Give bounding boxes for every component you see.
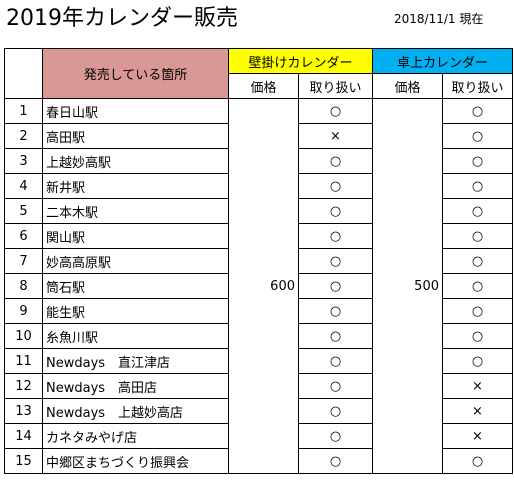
location-name: カネタみやげ店 [42,423,229,449]
row-number: 5 [4,198,43,224]
header-desk-calendar: 卓上カレンダー [372,48,513,74]
row-number: 12 [4,373,43,399]
wall-handling-mark: ○ [298,173,373,199]
row-number: 15 [4,448,43,474]
row-number: 14 [4,423,43,449]
header-wall-handling: 取り扱い [298,73,373,99]
wall-handling-mark: ○ [298,348,373,374]
desk-handling-mark: ○ [442,323,513,349]
location-name: 能生駅 [42,298,229,324]
table-row: 2 高田駅 × ○ [4,123,513,149]
header-desk-handling: 取り扱い [442,73,513,99]
desk-handling-mark: ○ [442,248,513,274]
wall-handling-mark: ○ [298,148,373,174]
desk-handling-mark: ○ [442,273,513,299]
desk-handling-mark: ○ [442,223,513,249]
wall-handling-mark: ○ [298,373,373,399]
header-number-cell [4,48,43,99]
location-name: 妙高高原駅 [42,248,229,274]
table-row: 1 春日山駅 600 ○ 500 ○ [4,98,513,474]
wall-handling-mark: ○ [298,248,373,274]
header-row-2: 価格 取り扱い 価格 取り扱い [5,73,513,99]
table-row: 6 関山駅 ○ ○ [4,223,513,249]
location-name: 中郷区まちづくり振興会 [42,448,229,474]
row-number: 4 [4,173,43,199]
desk-handling-mark: × [442,423,513,449]
wall-handling-mark: × [298,123,373,149]
wall-handling-mark: ○ [298,398,373,424]
header-desk-price: 価格 [372,73,443,99]
header-row-1: 発売している箇所 壁掛けカレンダー 卓上カレンダー [4,48,513,99]
table-row: 15 中郷区まちづくり振興会 ○ ○ [4,448,513,474]
row-number: 10 [4,323,43,349]
row-number: 8 [4,273,43,299]
location-name: 二本木駅 [42,198,229,224]
row-number: 1 [4,98,43,124]
wall-handling-mark: ○ [298,298,373,324]
wall-handling-mark: ○ [298,273,373,299]
header-place: 発売している箇所 [42,48,229,99]
location-name: 筒石駅 [42,273,229,299]
table-row: 4 新井駅 ○ ○ [4,173,513,199]
location-name: 関山駅 [42,223,229,249]
wall-handling-mark: ○ [298,448,373,474]
table-row: 5 二本木駅 ○ ○ [4,198,513,224]
row-number: 6 [4,223,43,249]
row-number: 7 [4,248,43,274]
header-wall-price: 価格 [228,73,299,99]
as-of-date: 2018/11/1 現在 [394,12,484,26]
table-row: 13 Newdays 上越妙高店 ○ × [4,398,513,424]
location-name: 新井駅 [42,173,229,199]
table-row: 7 妙高高原駅 ○ ○ [4,248,513,274]
desk-handling-mark: ○ [442,98,513,124]
wall-handling-mark: ○ [298,98,373,124]
table-row: 8 筒石駅 ○ ○ [4,273,513,299]
wall-handling-mark: ○ [298,198,373,224]
wall-price: 600 [228,98,299,474]
table-row: 11 Newdays 直江津店 ○ ○ [4,348,513,374]
row-number: 9 [4,298,43,324]
location-name: 上越妙高駅 [42,148,229,174]
location-name: Newdays 上越妙高店 [42,398,229,424]
desk-handling-mark: ○ [442,123,513,149]
row-number: 2 [4,123,43,149]
row-number: 13 [4,398,43,424]
desk-handling-mark: ○ [442,298,513,324]
location-name: 糸魚川駅 [42,323,229,349]
desk-handling-mark: ○ [442,448,513,474]
desk-price: 500 [372,98,443,474]
page-title: 2019年カレンダー販売 [6,6,238,31]
location-name: 春日山駅 [42,98,229,124]
sales-table: 発売している箇所 壁掛けカレンダー 卓上カレンダー 価格 取り扱い 価格 取り扱… [4,48,513,474]
header-wall-calendar: 壁掛けカレンダー [228,48,373,74]
desk-handling-mark: ○ [442,198,513,224]
wall-handling-mark: ○ [298,323,373,349]
desk-handling-mark: ○ [442,348,513,374]
location-name: Newdays 直江津店 [42,348,229,374]
table-row: 14 カネタみやげ店 ○ × [4,423,513,449]
desk-handling-mark: ○ [442,173,513,199]
desk-handling-mark: ○ [442,148,513,174]
location-name: 高田駅 [42,123,229,149]
table-row: 12 Newdays 高田店 ○ × [4,373,513,399]
desk-handling-mark: × [442,398,513,424]
wall-handling-mark: ○ [298,423,373,449]
location-name: Newdays 高田店 [42,373,229,399]
row-number: 3 [4,148,43,174]
desk-handling-mark: × [442,373,513,399]
wall-handling-mark: ○ [298,223,373,249]
table-row: 10 糸魚川駅 ○ ○ [4,323,513,349]
row-number: 11 [4,348,43,374]
